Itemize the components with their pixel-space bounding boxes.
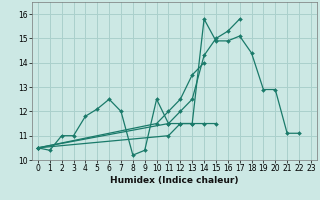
X-axis label: Humidex (Indice chaleur): Humidex (Indice chaleur) bbox=[110, 176, 239, 185]
